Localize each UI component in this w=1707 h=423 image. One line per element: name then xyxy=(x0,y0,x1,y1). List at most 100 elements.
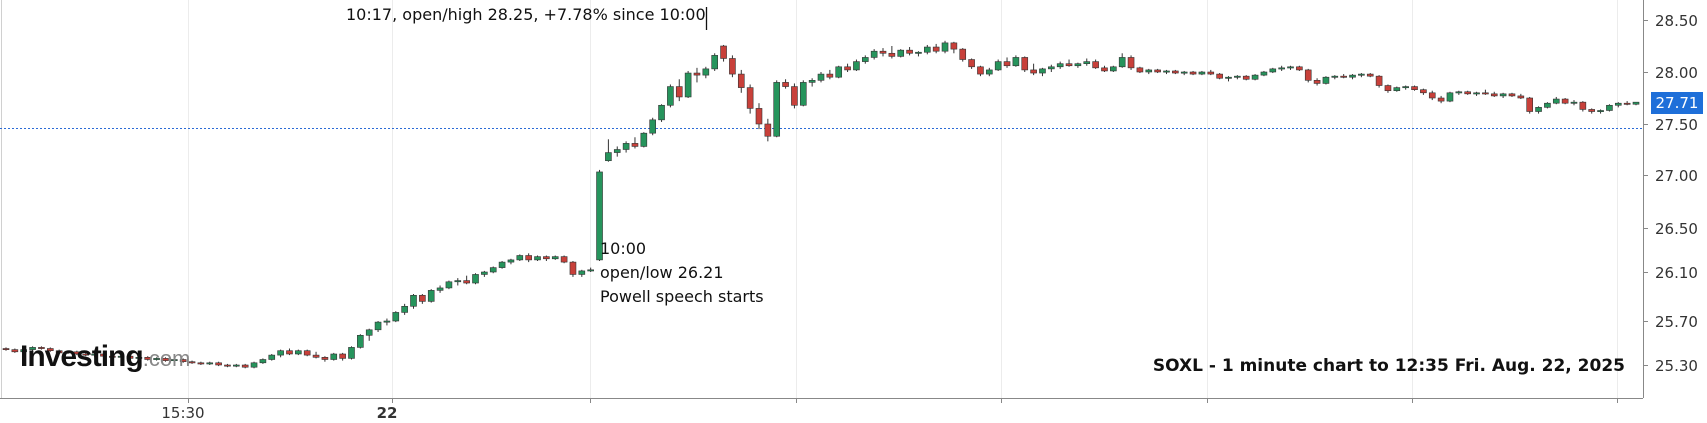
candle-body xyxy=(153,358,160,360)
candle-168 xyxy=(1490,91,1498,97)
candle-body xyxy=(826,73,834,78)
candle-158 xyxy=(1402,85,1409,90)
candle-body xyxy=(171,359,178,362)
candle-67 xyxy=(596,169,603,261)
candle-63 xyxy=(560,255,568,264)
candle-49 xyxy=(436,285,444,293)
chart-caption: SOXL - 1 minute chart to 12:35 Fri. Aug.… xyxy=(1152,356,1625,376)
candle-body xyxy=(224,364,231,367)
candle-119 xyxy=(1056,61,1064,69)
candle-body xyxy=(1145,69,1153,73)
candle-body xyxy=(729,58,736,75)
candle-74 xyxy=(658,104,665,122)
candle-118 xyxy=(1048,64,1055,72)
candle-87 xyxy=(773,80,781,138)
candle-133 xyxy=(1180,70,1188,76)
candle-149 xyxy=(1322,76,1330,85)
candle-body xyxy=(808,80,816,83)
candle-body xyxy=(1588,109,1596,112)
candle-body xyxy=(259,359,267,364)
candle-44 xyxy=(392,311,400,323)
candle-body xyxy=(1544,102,1551,108)
candle-body xyxy=(1597,110,1604,112)
candle-46 xyxy=(410,294,417,309)
candle-body xyxy=(419,294,426,302)
candle-body xyxy=(1464,91,1471,95)
y-tick-label: 25.30 xyxy=(1655,357,1698,375)
candle-body xyxy=(773,82,781,137)
candle-170 xyxy=(1508,92,1516,97)
candle-body xyxy=(596,171,603,261)
y-tick-label: 28.00 xyxy=(1655,64,1698,82)
candle-93 xyxy=(826,69,834,80)
candle-125 xyxy=(1110,65,1117,72)
candle-body xyxy=(994,61,1002,71)
candle-body xyxy=(870,50,878,58)
candle-164 xyxy=(1455,90,1463,95)
candle-159 xyxy=(1411,85,1418,91)
candle-body xyxy=(551,256,559,260)
candle-body xyxy=(1446,92,1454,102)
candle-body xyxy=(330,353,338,360)
y-tick-label: 27.00 xyxy=(1655,167,1698,185)
candle-body xyxy=(507,259,515,263)
candle-body xyxy=(1269,68,1277,73)
candle-134 xyxy=(1189,70,1197,76)
candle-body xyxy=(1428,92,1436,99)
candle-body xyxy=(339,353,346,359)
candle-body xyxy=(516,255,524,261)
candle-4 xyxy=(38,346,45,350)
candle-body xyxy=(1189,71,1197,75)
candle-16 xyxy=(144,356,152,361)
candle-154 xyxy=(1366,73,1374,78)
candle-120 xyxy=(1065,59,1073,67)
candle-141 xyxy=(1251,74,1259,81)
candle-body xyxy=(312,354,320,358)
candle-5 xyxy=(46,347,54,352)
candle-body xyxy=(277,350,284,356)
candle-19 xyxy=(171,358,178,362)
candle-58 xyxy=(516,254,524,261)
candle-146 xyxy=(1296,65,1303,71)
candle-body xyxy=(268,354,276,360)
candle-body xyxy=(578,270,586,275)
candle-52 xyxy=(463,275,470,285)
candle-150 xyxy=(1331,75,1339,80)
candle-body xyxy=(1349,74,1356,78)
candle-3 xyxy=(29,346,36,352)
candle-body xyxy=(861,57,869,62)
candle-body xyxy=(427,290,435,302)
candle-body xyxy=(357,334,364,348)
candle-body xyxy=(1039,68,1046,74)
candle-162 xyxy=(1437,95,1445,104)
candle-body xyxy=(1278,67,1285,70)
candle-138 xyxy=(1225,76,1232,82)
candle-20 xyxy=(179,358,187,363)
candle-109 xyxy=(968,58,975,69)
candle-body xyxy=(73,351,81,355)
candle-62 xyxy=(551,255,559,260)
candle-108 xyxy=(959,48,967,62)
candle-139 xyxy=(1234,75,1241,80)
candle-64 xyxy=(569,261,577,277)
candle-175 xyxy=(1552,96,1560,105)
candle-body xyxy=(897,49,905,57)
candle-body xyxy=(1517,95,1525,99)
candle-129 xyxy=(1145,68,1153,75)
candle-body xyxy=(1384,85,1392,92)
candle-169 xyxy=(1499,92,1507,98)
candle-181 xyxy=(1606,104,1613,112)
candle-35 xyxy=(312,351,320,359)
candle-79 xyxy=(702,66,710,79)
last-price-tag: 27.71 xyxy=(1651,92,1703,114)
candle-91 xyxy=(808,78,816,87)
candle-18 xyxy=(162,357,169,362)
candle-29 xyxy=(259,358,267,364)
candle-96 xyxy=(853,59,860,71)
candle-body xyxy=(1296,66,1303,71)
candle-101 xyxy=(897,49,905,58)
candle-body xyxy=(1287,66,1294,69)
candle-body xyxy=(321,356,329,360)
candle-27 xyxy=(241,363,249,369)
candle-132 xyxy=(1172,69,1179,75)
